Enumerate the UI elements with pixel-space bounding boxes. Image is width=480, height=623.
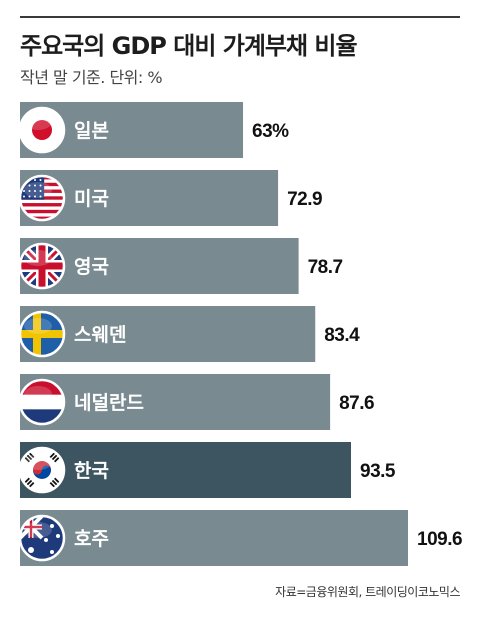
korea-flag-icon — [18, 446, 66, 494]
category-label: 호주 — [74, 528, 109, 550]
bar — [20, 374, 331, 430]
chart-title: 주요국의 GDP 대비 가계부채 비율 — [20, 32, 358, 60]
category-label: 네덜란드 — [74, 392, 144, 414]
value-label: 109.6 — [417, 529, 462, 550]
category-label: 스웨덴 — [74, 324, 126, 346]
value-label: 93.5 — [360, 461, 396, 482]
category-label: 한국 — [74, 460, 109, 482]
category-label: 일본 — [74, 120, 109, 142]
bar — [20, 306, 316, 362]
sweden-flag-icon — [18, 310, 66, 358]
category-label: 영국 — [74, 256, 109, 278]
value-label: 63% — [252, 121, 289, 142]
chart-subtitle: 작년 말 기준. 단위: % — [20, 68, 163, 87]
uk-flag-icon — [18, 242, 66, 290]
value-label: 83.4 — [324, 325, 360, 346]
value-label: 87.6 — [339, 393, 374, 414]
source-note: 자료=금융위원회, 트레이딩이코노믹스 — [275, 585, 460, 599]
australia-flag-icon — [18, 514, 66, 562]
bar — [20, 510, 408, 566]
top-rule — [20, 16, 460, 18]
bar — [20, 238, 299, 294]
netherlands-flag-icon — [18, 378, 66, 426]
value-label: 72.9 — [287, 189, 322, 210]
usa-flag-icon — [18, 174, 66, 222]
japan-flag-icon — [18, 106, 66, 154]
value-label: 78.7 — [308, 257, 343, 278]
category-label: 미국 — [74, 188, 109, 210]
bar — [20, 442, 352, 498]
